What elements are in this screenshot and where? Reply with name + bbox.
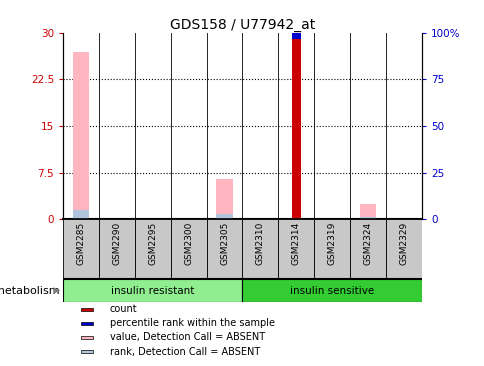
Text: GSM2329: GSM2329 xyxy=(399,222,408,265)
Text: rank, Detection Call = ABSENT: rank, Detection Call = ABSENT xyxy=(109,347,259,356)
Bar xyxy=(242,219,278,279)
Bar xyxy=(291,39,300,219)
Bar xyxy=(63,219,99,279)
Bar xyxy=(81,336,92,339)
Bar xyxy=(81,308,92,311)
Bar xyxy=(216,179,232,219)
Text: GSM2290: GSM2290 xyxy=(112,222,121,265)
Bar xyxy=(81,350,92,353)
Bar xyxy=(99,219,135,279)
Bar xyxy=(349,219,385,279)
Title: GDS158 / U77942_at: GDS158 / U77942_at xyxy=(169,18,315,32)
Text: GSM2295: GSM2295 xyxy=(148,222,157,265)
Text: GSM2324: GSM2324 xyxy=(363,222,372,265)
Text: count: count xyxy=(109,304,137,314)
Bar xyxy=(73,210,89,219)
Bar xyxy=(359,217,376,219)
Bar xyxy=(73,52,89,219)
Bar xyxy=(63,279,242,302)
Text: GSM2285: GSM2285 xyxy=(76,222,85,265)
Bar xyxy=(291,27,300,39)
Bar xyxy=(359,203,376,219)
Bar xyxy=(135,219,170,279)
Text: insulin sensitive: insulin sensitive xyxy=(289,285,374,295)
Bar xyxy=(242,279,421,302)
Text: GSM2319: GSM2319 xyxy=(327,222,336,265)
Bar xyxy=(170,219,206,279)
Bar xyxy=(216,214,232,219)
Text: percentile rank within the sample: percentile rank within the sample xyxy=(109,318,274,328)
Bar xyxy=(385,219,421,279)
Text: GSM2310: GSM2310 xyxy=(256,222,264,265)
Text: GSM2300: GSM2300 xyxy=(184,222,193,265)
Bar xyxy=(314,219,349,279)
Text: GSM2314: GSM2314 xyxy=(291,222,300,265)
Bar xyxy=(81,322,92,325)
Text: value, Detection Call = ABSENT: value, Detection Call = ABSENT xyxy=(109,332,264,343)
Text: insulin resistant: insulin resistant xyxy=(111,285,194,295)
Bar xyxy=(206,219,242,279)
Text: metabolism: metabolism xyxy=(0,285,60,295)
Bar xyxy=(278,219,314,279)
Text: GSM2305: GSM2305 xyxy=(220,222,228,265)
